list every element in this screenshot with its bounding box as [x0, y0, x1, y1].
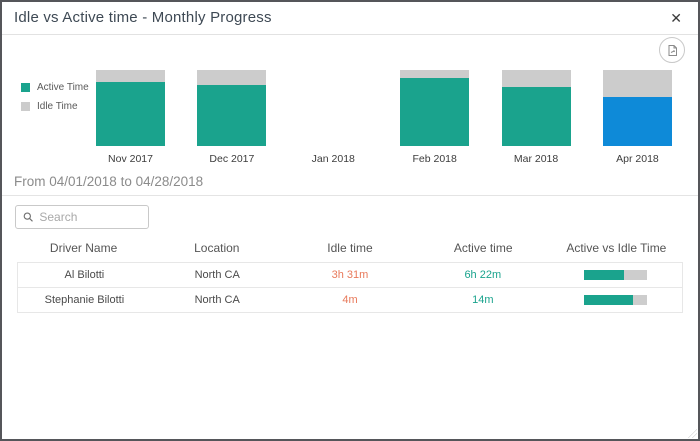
cell-active-vs-idle [549, 294, 682, 306]
legend-label-idle: Idle Time [37, 101, 78, 112]
bar-segment-idle[interactable] [96, 70, 165, 83]
month-label: Mar 2018 [513, 153, 559, 165]
table-row[interactable]: Al Bilotti North CA 3h 31m 6h 22m [17, 262, 683, 288]
month-label: Nov 2017 [108, 153, 153, 165]
month-label: Feb 2018 [412, 153, 457, 165]
bar [299, 70, 368, 146]
cell-active-vs-idle [549, 269, 682, 281]
idle-time-swatch [21, 102, 30, 111]
cell-driver-name: Stephanie Bilotti [44, 294, 125, 306]
bar-segment-idle[interactable] [400, 70, 470, 78]
chart-legend: Active Time Idle Time [21, 82, 89, 120]
bar-segment-active[interactable] [197, 85, 267, 146]
chart-slot: Feb 2018 [400, 70, 470, 166]
col-header-idle-time: Idle time [327, 241, 373, 255]
chart-slot: Nov 2017 [96, 70, 165, 166]
cell-location: North CA [194, 294, 240, 306]
export-chart-icon [668, 44, 677, 56]
month-label: Dec 2017 [209, 153, 255, 165]
driver-table-header: Driver Name Location Idle time Active ti… [17, 241, 683, 255]
legend-label-active: Active Time [37, 82, 89, 93]
table-row[interactable]: Stephanie Bilotti North CA 4m 14m [17, 287, 683, 313]
stacked-bar-chart: Nov 2017 Dec 2017 Jan 2018 Feb 2018 Mar 2018… [96, 70, 672, 166]
dialog-title: Idle vs Active time - Monthly Progress [14, 9, 272, 26]
close-icon[interactable]: ✕ [670, 10, 682, 26]
legend-item-active[interactable]: Active Time [21, 82, 89, 93]
active-time-swatch [21, 83, 30, 92]
search-box[interactable] [15, 205, 149, 229]
chart-slot: Jan 2018 [299, 70, 368, 166]
dialog-header: Idle vs Active time - Monthly Progress ✕ [2, 2, 698, 35]
active-vs-idle-bar [584, 270, 648, 281]
cell-location: North CA [194, 269, 240, 281]
search-icon [23, 212, 33, 222]
bar[interactable] [197, 70, 267, 146]
bar-segment-active[interactable] [400, 77, 470, 146]
bar-segment-idle[interactable] [197, 70, 267, 86]
bar[interactable] [96, 70, 165, 146]
bar-segment-idle[interactable] [602, 70, 672, 97]
cell-active-time: 6h 22m [464, 269, 502, 281]
chart-slot: Mar 2018 [501, 70, 571, 166]
col-header-active-vs-idle: Active vs Idle Time [566, 241, 667, 255]
driver-table-body: Al Bilotti North CA 3h 31m 6h 22m Stephanie … [17, 262, 683, 313]
cell-driver-name: Al Bilotti [64, 269, 105, 281]
bar-segment-active[interactable] [96, 82, 165, 146]
month-label: Apr 2018 [616, 153, 659, 165]
cell-idle-time: 4m [342, 294, 358, 306]
bar-segment-active[interactable] [602, 96, 672, 146]
chart-slot: Apr 2018 [602, 70, 672, 166]
driver-table: Driver Name Location Idle time Active ti… [17, 241, 683, 313]
chart-slot: Dec 2017 [197, 70, 267, 166]
active-vs-idle-bar-fill [584, 270, 625, 281]
month-label: Jan 2018 [311, 153, 355, 165]
active-vs-idle-bar [584, 295, 648, 306]
section-divider [2, 195, 698, 196]
bar-segment-idle[interactable] [501, 70, 571, 87]
date-range-label: From 04/01/2018 to 04/28/2018 [14, 174, 204, 189]
legend-item-idle[interactable]: Idle Time [21, 101, 89, 112]
resize-handle[interactable] [687, 428, 697, 438]
bar[interactable] [501, 70, 571, 146]
export-button[interactable] [659, 37, 685, 63]
bar[interactable] [602, 70, 672, 146]
active-vs-idle-bar-fill [584, 295, 634, 306]
cell-idle-time: 3h 31m [331, 269, 369, 281]
col-header-driver-name: Driver Name [49, 241, 118, 255]
cell-active-time: 14m [472, 294, 494, 306]
col-header-active-time: Active time [453, 241, 513, 255]
bar-segment-active[interactable] [501, 86, 571, 146]
col-header-location: Location [194, 241, 240, 255]
search-input[interactable] [39, 210, 141, 224]
bar[interactable] [400, 70, 470, 146]
